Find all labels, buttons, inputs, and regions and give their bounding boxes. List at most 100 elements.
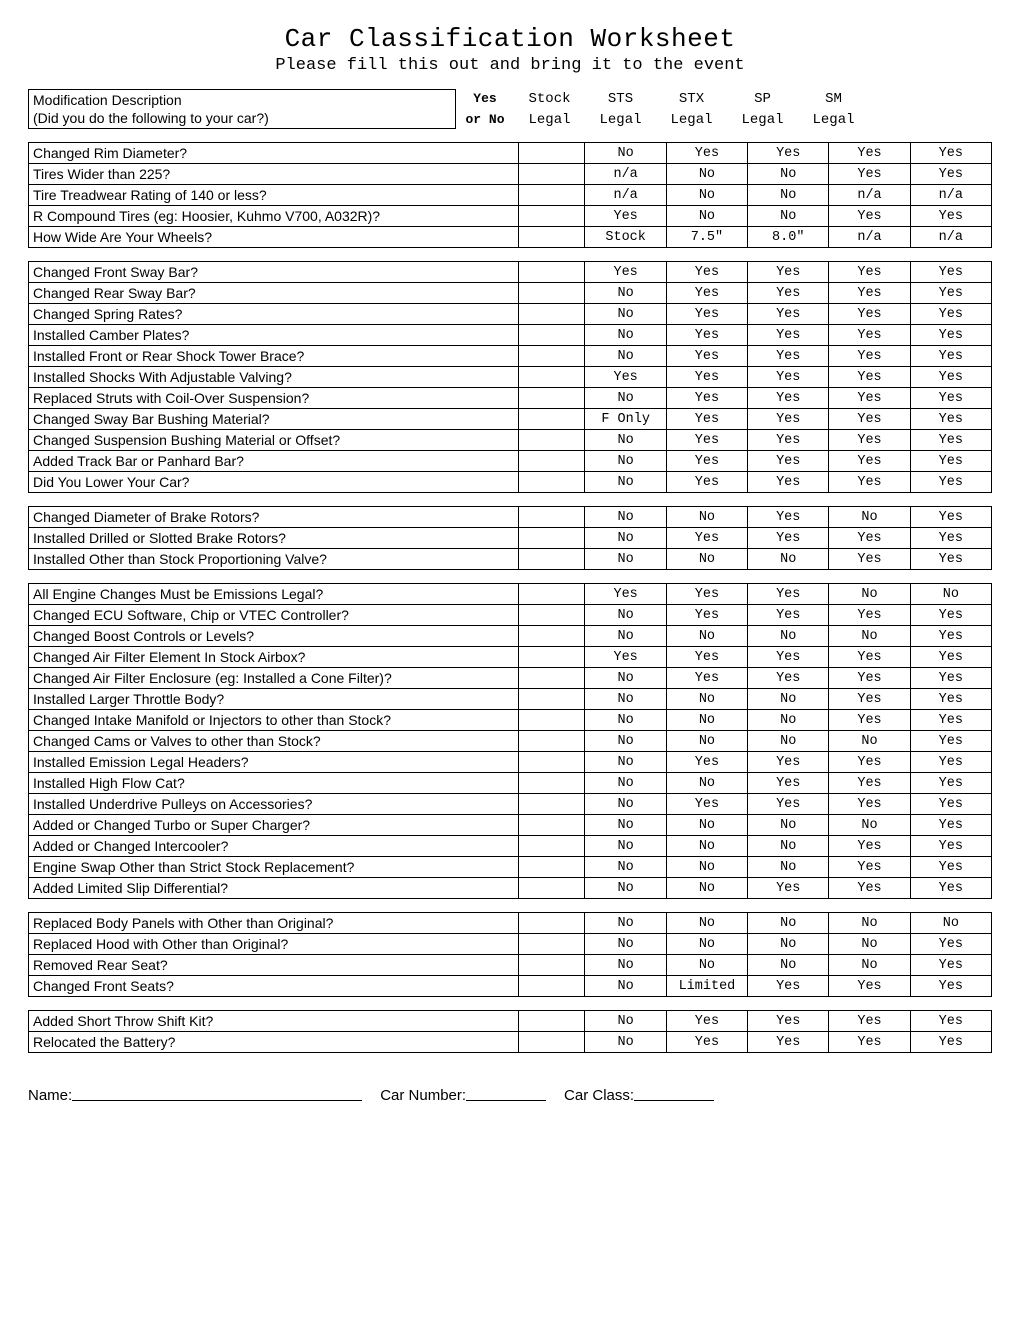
yes-no-field[interactable] [519,976,585,997]
legal-cell: Yes [666,409,747,430]
mod-description: Added or Changed Turbo or Super Charger? [29,815,519,836]
yes-no-field[interactable] [519,794,585,815]
legal-cell: No [666,549,747,570]
yes-no-field[interactable] [519,668,585,689]
legal-cell: No [748,836,829,857]
legal-cell: Yes [748,283,829,304]
yes-no-field[interactable] [519,388,585,409]
legal-cell: Yes [829,164,910,185]
yes-no-field[interactable] [519,605,585,626]
yes-no-field[interactable] [519,507,585,528]
legal-cell: Yes [666,143,747,164]
mod-description: Installed Shocks With Adjustable Valving… [29,367,519,388]
yes-no-field[interactable] [519,227,585,248]
legal-cell: Yes [666,262,747,283]
carnum-field[interactable] [466,1087,546,1101]
carclass-field[interactable] [634,1087,714,1101]
yes-no-field[interactable] [519,164,585,185]
legal-cell: Yes [748,325,829,346]
legal-cell: No [585,451,666,472]
legal-cell: Yes [666,430,747,451]
yes-no-field[interactable] [519,325,585,346]
yes-no-field[interactable] [519,283,585,304]
footer: Name: Car Number: Car Class: [28,1087,992,1104]
yes-no-field[interactable] [519,647,585,668]
yes-no-field[interactable] [519,1032,585,1053]
yes-no-field[interactable] [519,836,585,857]
legal-cell: Yes [910,955,991,976]
legal-cell: Yes [910,430,991,451]
yes-no-field[interactable] [519,1011,585,1032]
yes-no-field[interactable] [519,626,585,647]
yes-no-field[interactable] [519,528,585,549]
table-row: Relocated the Battery?NoYesYesYesYes [29,1032,992,1053]
legal-cell: No [748,857,829,878]
legal-cell: Yes [910,451,991,472]
yes-no-field[interactable] [519,731,585,752]
table-row: Changed Front Sway Bar?YesYesYesYesYes [29,262,992,283]
header-legal-0: Legal [514,110,585,128]
legal-cell: No [748,206,829,227]
mod-description: Replaced Hood with Other than Original? [29,934,519,955]
legal-cell: No [748,626,829,647]
legal-cell: Yes [829,773,910,794]
table-row: All Engine Changes Must be Emissions Leg… [29,584,992,605]
yes-no-field[interactable] [519,206,585,227]
yes-no-field[interactable] [519,304,585,325]
legal-cell: No [585,507,666,528]
legal-cell: No [829,507,910,528]
yes-no-field[interactable] [519,934,585,955]
yes-no-field[interactable] [519,367,585,388]
table-row: Removed Rear Seat?NoNoNoNoYes [29,955,992,976]
mod-description: Relocated the Battery? [29,1032,519,1053]
name-field[interactable] [72,1087,362,1101]
yes-no-field[interactable] [519,549,585,570]
yes-no-field[interactable] [519,878,585,899]
legal-cell: n/a [829,227,910,248]
yes-no-field[interactable] [519,955,585,976]
yes-no-field[interactable] [519,430,585,451]
yes-no-field[interactable] [519,409,585,430]
yes-no-field[interactable] [519,262,585,283]
legal-cell: Yes [585,367,666,388]
yes-no-field[interactable] [519,815,585,836]
legal-cell: Yes [910,262,991,283]
legal-cell: No [585,143,666,164]
legal-cell: Yes [748,409,829,430]
yes-no-field[interactable] [519,346,585,367]
legal-cell: Yes [910,472,991,493]
legal-cell: Yes [829,528,910,549]
legal-cell: Yes [829,472,910,493]
yes-no-field[interactable] [519,913,585,934]
legal-cell: No [748,164,829,185]
legal-cell: Yes [910,409,991,430]
legal-cell: n/a [829,185,910,206]
yes-no-field[interactable] [519,185,585,206]
mod-description: Engine Swap Other than Strict Stock Repl… [29,857,519,878]
group-table: Changed Rim Diameter?NoYesYesYesYesTires… [28,142,992,248]
header-col-sm: SM [798,89,869,107]
yes-no-field[interactable] [519,857,585,878]
yes-no-field[interactable] [519,143,585,164]
legal-cell: Yes [829,262,910,283]
legal-cell: F Only [585,409,666,430]
yes-no-field[interactable] [519,472,585,493]
mod-description: Replaced Body Panels with Other than Ori… [29,913,519,934]
table-row: Installed Underdrive Pulleys on Accessor… [29,794,992,815]
table-row: How Wide Are Your Wheels?Stock7.5"8.0"n/… [29,227,992,248]
table-row: Changed Suspension Bushing Material or O… [29,430,992,451]
yes-no-field[interactable] [519,584,585,605]
yes-no-field[interactable] [519,752,585,773]
legal-cell: Yes [748,794,829,815]
yes-no-field[interactable] [519,689,585,710]
legal-cell: Yes [666,752,747,773]
legal-cell: Yes [748,472,829,493]
yes-no-field[interactable] [519,451,585,472]
yes-no-field[interactable] [519,773,585,794]
legal-cell: Yes [748,752,829,773]
legal-cell: Yes [829,976,910,997]
yes-no-field[interactable] [519,710,585,731]
mod-description: Removed Rear Seat? [29,955,519,976]
mod-description: How Wide Are Your Wheels? [29,227,519,248]
mod-description: Changed Boost Controls or Levels? [29,626,519,647]
